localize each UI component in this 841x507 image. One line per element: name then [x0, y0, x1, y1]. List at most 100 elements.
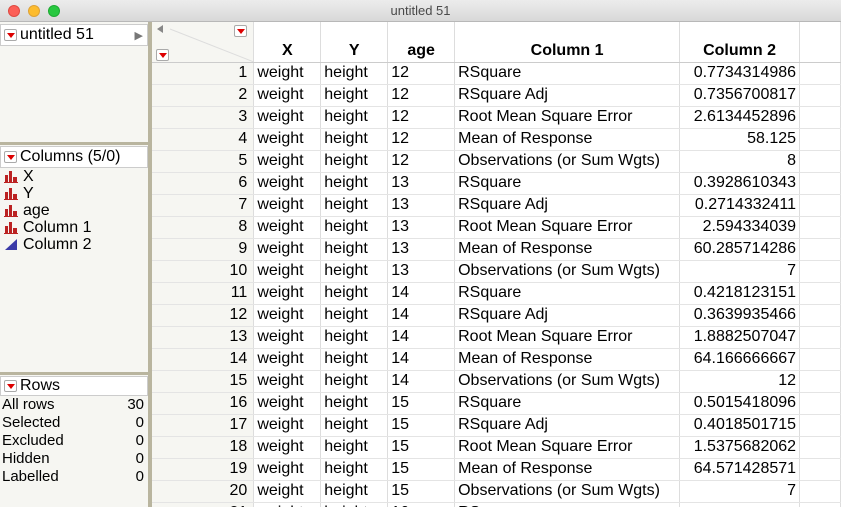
table-cell[interactable]: weight [253, 436, 322, 459]
table-cell[interactable]: 15 [387, 392, 456, 415]
table-cell[interactable]: 13 [387, 238, 456, 261]
table-cell[interactable]: 13 [387, 194, 456, 217]
table-cell[interactable]: height [320, 304, 389, 327]
panel-divider[interactable] [0, 142, 148, 145]
table-row[interactable]: 19 weight height 15 Mean of Response 64.57142… [152, 458, 841, 481]
row-number[interactable]: 2 [152, 84, 255, 107]
table-cell[interactable]: 1.8882507047 [679, 326, 801, 349]
table-row[interactable]: 15 weight height 14 Observations (or Sum Wgt… [152, 370, 841, 393]
table-cell[interactable]: 12 [679, 370, 801, 393]
table-cell[interactable]: 64.571428571 [679, 458, 801, 481]
table-cell[interactable]: height [320, 436, 389, 459]
table-cell[interactable]: 12 [387, 62, 456, 85]
column-list-item[interactable]: Column 2 [0, 236, 148, 253]
column-header[interactable]: Column 2 [679, 22, 801, 63]
table-cell[interactable]: 0.4218123151 [679, 282, 801, 305]
table-cell[interactable]: height [320, 458, 389, 481]
row-number[interactable]: 6 [152, 172, 255, 195]
table-cell[interactable]: weight [253, 480, 322, 503]
table-cell[interactable]: height [320, 392, 389, 415]
close-button[interactable] [8, 5, 20, 17]
table-cell[interactable]: 0.7356700817 [679, 84, 801, 107]
table-row[interactable]: 2 weight height 12 RSquare Adj 0.7356700817 [152, 84, 841, 107]
table-cell[interactable]: weight [253, 62, 322, 85]
table-row[interactable]: 12 weight height 14 RSquare Adj 0.3639935466 [152, 304, 841, 327]
table-row[interactable]: 10 weight height 13 Observations (or Sum Wgt… [152, 260, 841, 283]
table-cell[interactable]: 15 [387, 458, 456, 481]
column-header[interactable]: Column 1 [454, 22, 681, 63]
row-number[interactable]: 12 [152, 304, 255, 327]
table-cell[interactable]: 60.285714286 [679, 238, 801, 261]
table-cell[interactable]: 16 [387, 502, 456, 507]
row-number[interactable]: 10 [152, 260, 255, 283]
table-cell[interactable]: 15 [387, 436, 456, 459]
row-number[interactable]: 19 [152, 458, 255, 481]
row-number[interactable]: 20 [152, 480, 255, 503]
table-cell[interactable]: 13 [387, 172, 456, 195]
table-cell[interactable]: height [320, 62, 389, 85]
table-cell[interactable]: weight [253, 326, 322, 349]
table-cell[interactable]: Observations (or Sum Wgts) [454, 480, 681, 503]
table-cell[interactable]: 15 [387, 414, 456, 437]
column-list-item[interactable]: Column 1 [0, 219, 148, 236]
table-cell[interactable]: 8 [679, 150, 801, 173]
rows-panel-header[interactable]: Rows [0, 376, 148, 396]
column-list-item[interactable]: X [0, 168, 148, 185]
row-number[interactable]: 11 [152, 282, 255, 305]
table-cell[interactable]: Mean of Response [454, 348, 681, 371]
table-cell[interactable]: Mean of Response [454, 458, 681, 481]
table-row[interactable]: 8 weight height 13 Root Mean Square Error 2.5… [152, 216, 841, 239]
table-cell[interactable]: 2.594334039 [679, 216, 801, 239]
table-cell[interactable]: height [320, 282, 389, 305]
table-cell[interactable]: height [320, 260, 389, 283]
table-cell[interactable]: 12 [387, 84, 456, 107]
table-row[interactable]: 11 weight height 14 RSquare 0.4218123151 [152, 282, 841, 305]
row-number[interactable]: 13 [152, 326, 255, 349]
table-cell[interactable]: 1.5375682062 [679, 436, 801, 459]
row-number[interactable]: 15 [152, 370, 255, 393]
table-cell[interactable]: weight [253, 238, 322, 261]
panel-divider[interactable] [0, 372, 148, 375]
row-number[interactable]: 14 [152, 348, 255, 371]
column-header[interactable]: Y [320, 22, 389, 63]
table-cell[interactable]: height [320, 128, 389, 151]
table-cell[interactable]: 7 [679, 480, 801, 503]
column-header[interactable]: X [253, 22, 322, 63]
table-cell[interactable]: weight [253, 458, 322, 481]
table-cell[interactable]: height [320, 414, 389, 437]
table-cell[interactable]: height [320, 238, 389, 261]
table-cell[interactable]: 64.166666667 [679, 348, 801, 371]
table-cell[interactable]: 12 [387, 106, 456, 129]
table-cell[interactable] [679, 502, 801, 507]
row-menu-icon[interactable] [156, 49, 169, 61]
row-number[interactable]: 21 [152, 502, 255, 507]
red-triangle-menu-icon[interactable] [4, 380, 17, 392]
table-cell[interactable]: weight [253, 128, 322, 151]
table-cell[interactable]: Root Mean Square Error [454, 326, 681, 349]
table-cell[interactable]: RSquare [454, 172, 681, 195]
table-row[interactable]: 14 weight height 14 Mean of Response 64.16666… [152, 348, 841, 371]
table-cell[interactable]: RSquare Adj [454, 194, 681, 217]
column-menu-icon[interactable] [234, 25, 247, 37]
table-cell[interactable]: height [320, 480, 389, 503]
table-cell[interactable]: Root Mean Square Error [454, 216, 681, 239]
table-cell[interactable]: weight [253, 348, 322, 371]
table-cell[interactable]: height [320, 370, 389, 393]
columns-panel-header[interactable]: Columns (5/0) [0, 146, 148, 168]
table-cell[interactable]: 14 [387, 304, 456, 327]
table-cell[interactable]: 14 [387, 348, 456, 371]
table-row[interactable]: 17 weight height 15 RSquare Adj 0.4018501715 [152, 414, 841, 437]
table-cell[interactable]: weight [253, 194, 322, 217]
table-cell[interactable]: 0.7734314986 [679, 62, 801, 85]
table-cell[interactable]: RSquare [454, 392, 681, 415]
row-number[interactable]: 18 [152, 436, 255, 459]
table-cell[interactable]: 0.3639935466 [679, 304, 801, 327]
table-cell[interactable]: 14 [387, 370, 456, 393]
row-number[interactable]: 7 [152, 194, 255, 217]
row-number[interactable]: 3 [152, 106, 255, 129]
table-cell[interactable]: 58.125 [679, 128, 801, 151]
splitter[interactable] [148, 22, 152, 507]
table-cell[interactable]: height [320, 194, 389, 217]
table-cell[interactable]: RSquare [454, 282, 681, 305]
table-cell[interactable]: 0.4018501715 [679, 414, 801, 437]
